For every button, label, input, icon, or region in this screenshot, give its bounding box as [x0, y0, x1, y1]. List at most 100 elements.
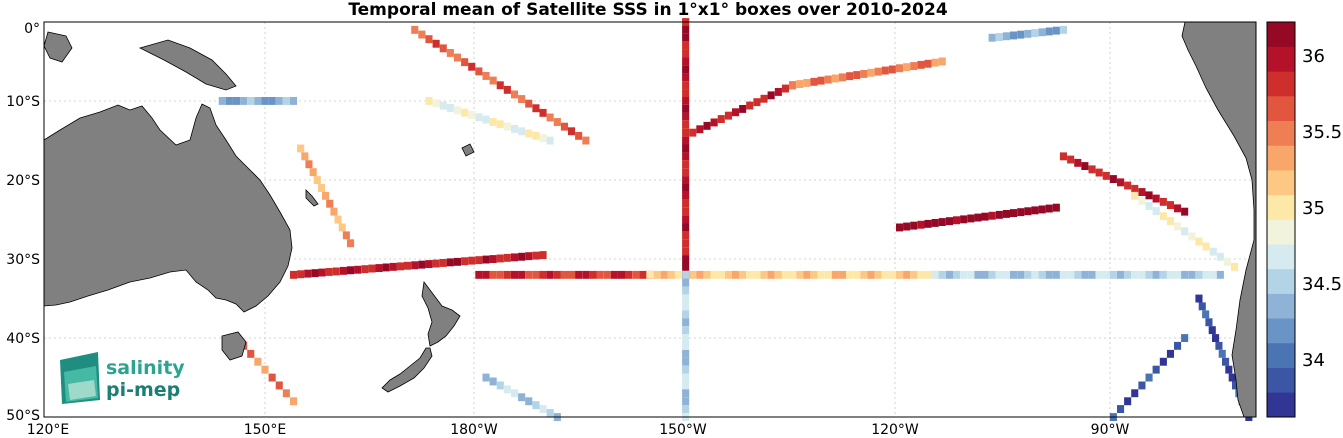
sss-cell: [368, 264, 376, 273]
sss-cell: [1209, 247, 1217, 256]
sss-cell: [1038, 28, 1046, 37]
sss-cell: [682, 25, 690, 34]
sss-cell: [518, 127, 526, 136]
sss-cell: [682, 97, 690, 105]
map-frame: [43, 21, 1257, 418]
sss-cell: [945, 270, 953, 279]
colorbar-cell: [1267, 71, 1295, 97]
cb-tick-34-5: 34.5: [1302, 274, 1342, 295]
sss-cell: [682, 302, 690, 311]
sss-cell: [1159, 212, 1167, 221]
logo-wave-icon: [60, 352, 100, 404]
sss-cell: [682, 57, 690, 66]
sss-cell: [1166, 201, 1174, 209]
sss-cell: [974, 270, 982, 279]
sss-cell: [682, 255, 690, 263]
sss-cell: [682, 262, 690, 271]
lat-ticks: 0° 10°S 20°S 30°S 40°S 50°S: [6, 21, 40, 424]
sss-cell: [325, 268, 333, 276]
sss-cell: [803, 79, 811, 87]
sss-cell: [1152, 207, 1160, 215]
sss-cell: [382, 263, 390, 272]
sss-cell: [1166, 270, 1174, 279]
map-title: Temporal mean of Satellite SSS in 1°x1° …: [348, 0, 948, 20]
sss-cell: [354, 265, 362, 274]
sss-cell: [682, 65, 690, 74]
sss-cell: [1117, 270, 1125, 279]
sss-cell: [639, 270, 647, 279]
sss-cell: [682, 112, 690, 121]
sss-cell: [482, 373, 490, 382]
sss-cell: [553, 270, 561, 279]
sss-cell: [1010, 209, 1018, 217]
sss-cell: [610, 270, 618, 279]
sss-cell: [1216, 252, 1224, 261]
sss-cell: [1131, 270, 1139, 279]
australia-land: [43, 103, 293, 313]
sss-cell: [432, 99, 440, 108]
sss-cell: [1010, 270, 1018, 279]
sss-cell: [1225, 365, 1233, 374]
sss-cell: [746, 270, 754, 279]
sss-cell: [1216, 270, 1224, 279]
sss-cell: [667, 270, 675, 279]
sss-cell: [342, 231, 350, 240]
lon-ticks: 120°E 150°E 180°W 150°W 120°W 90°W: [27, 422, 1130, 438]
sss-cell: [275, 97, 283, 105]
colorbar-cell: [1267, 244, 1295, 270]
sss-cell: [874, 67, 882, 76]
sss-cell: [682, 310, 690, 319]
sss-cell: [475, 256, 483, 265]
sss-cell: [675, 270, 683, 279]
sss-cell: [682, 231, 690, 240]
sss-cell: [254, 97, 262, 105]
sss-cell: [496, 120, 504, 129]
sss-cell: [881, 66, 889, 75]
sss-cell: [682, 81, 690, 90]
sss-cell: [917, 270, 925, 279]
sss-cell: [960, 270, 968, 279]
fiji-land: [461, 143, 475, 157]
sss-cell: [317, 184, 325, 192]
sss-cell: [553, 118, 561, 126]
sss-cell: [682, 278, 690, 287]
sss-cell: [617, 270, 625, 279]
sss-cell: [525, 129, 533, 138]
sss-cell: [1195, 237, 1203, 246]
sss-cell: [475, 270, 483, 279]
sss-cell: [1174, 204, 1182, 213]
lat-tick-10s: 10°S: [6, 94, 40, 110]
sss-cell: [931, 58, 939, 67]
sss-cell: [689, 128, 697, 137]
sss-cell: [732, 108, 740, 117]
sss-cell: [1038, 270, 1046, 279]
sss-cell: [988, 270, 996, 279]
sss-cell: [446, 49, 454, 57]
sss-cell: [682, 41, 690, 50]
sss-cell: [682, 334, 690, 342]
sss-cell: [1205, 318, 1213, 327]
sss-cell: [1223, 257, 1231, 266]
sss-cell: [1067, 155, 1075, 164]
sss-cell: [489, 76, 497, 85]
sss-cell: [682, 365, 690, 374]
sss-cell: [903, 63, 911, 72]
sss-cell: [682, 105, 690, 113]
colorbar-ticks: 36 35.5 35 34.5 34: [1302, 46, 1342, 371]
sss-cell: [1131, 389, 1139, 398]
colorbar-cell: [1267, 268, 1295, 294]
sss-cell: [682, 326, 690, 335]
sss-cell: [532, 131, 540, 140]
sss-cell: [461, 257, 469, 266]
sss-cell: [1145, 191, 1153, 200]
sss-cell: [313, 176, 321, 184]
sss-cell: [1231, 262, 1239, 271]
sss-cell: [796, 80, 804, 88]
sss-cell: [724, 111, 732, 120]
sss-cell: [682, 381, 690, 390]
cb-tick-34: 34: [1302, 350, 1325, 371]
sss-cell: [503, 122, 511, 131]
sss-cell: [511, 389, 519, 398]
sss-cell: [746, 101, 754, 110]
